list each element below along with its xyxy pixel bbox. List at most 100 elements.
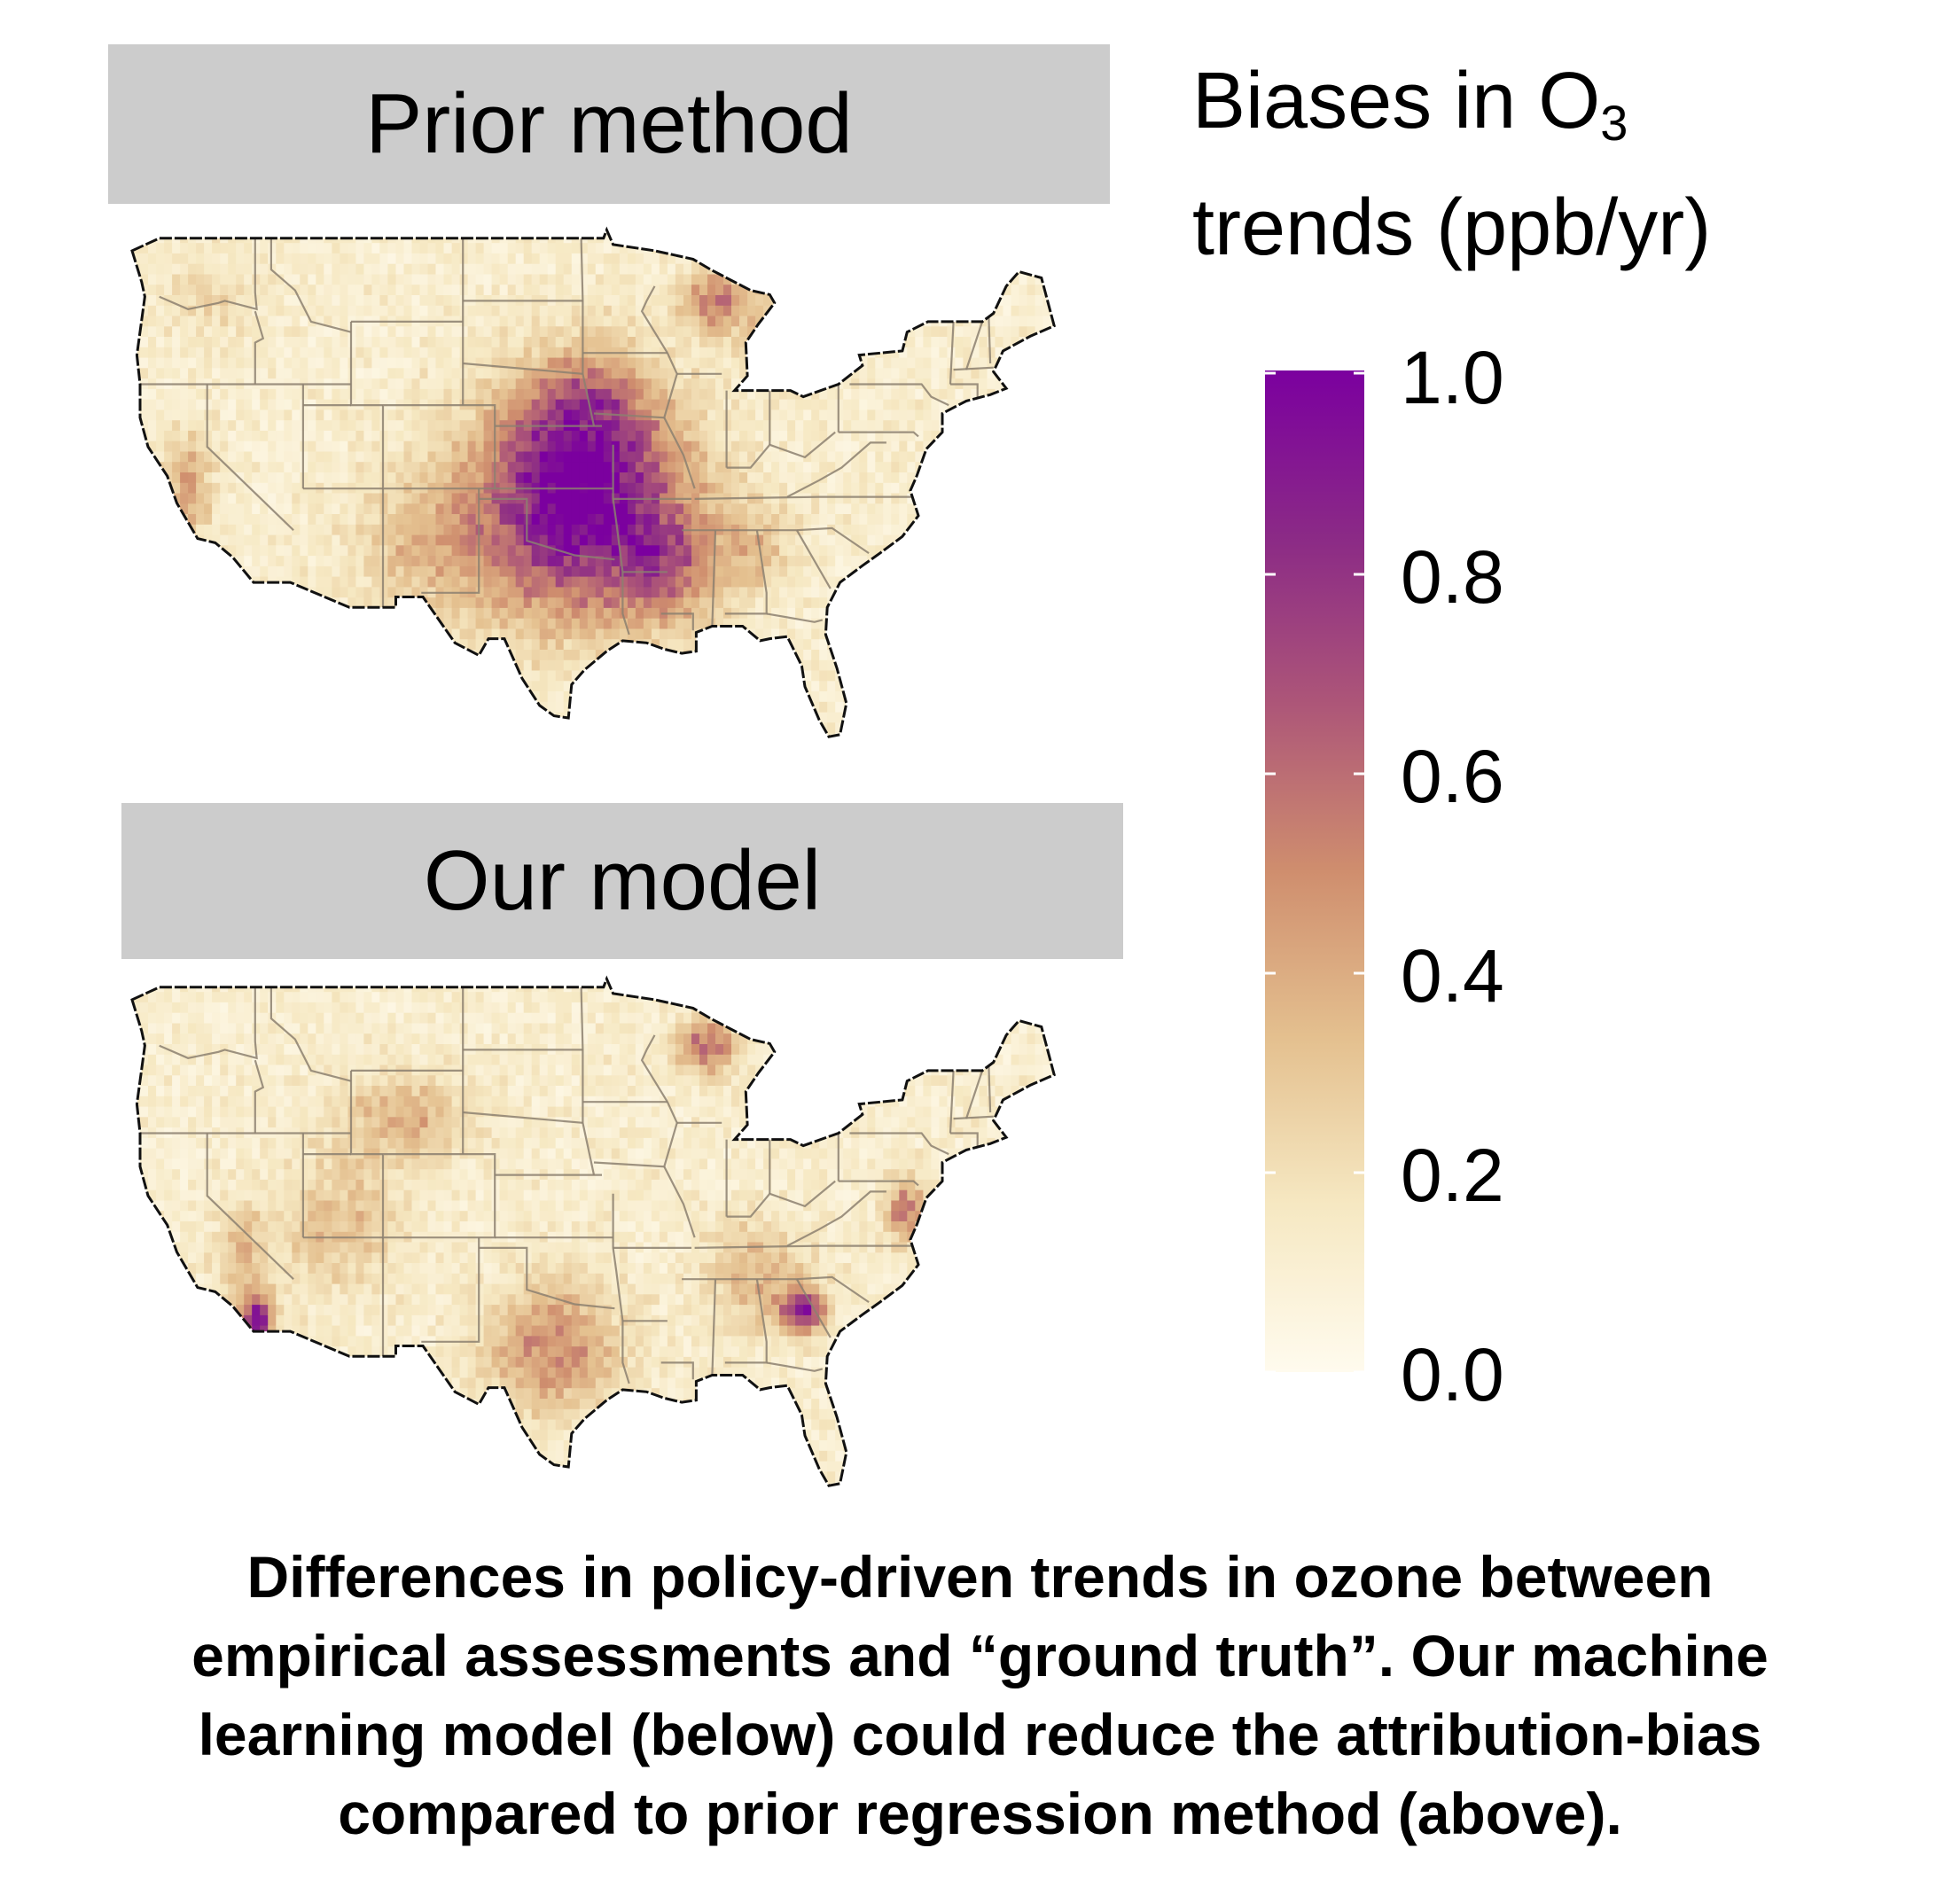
grid-cell: [371, 388, 380, 400]
grid-cell: [555, 503, 565, 514]
grid-cell: [787, 628, 796, 640]
grid-cell: [627, 419, 636, 431]
grid-cell: [459, 607, 469, 619]
grid-cell: [403, 472, 413, 483]
grid-cell: [699, 450, 708, 463]
grid-cell: [795, 743, 804, 753]
grid-cell: [875, 325, 884, 337]
grid-cell: [739, 284, 748, 295]
grid-cell: [555, 409, 565, 421]
grid-cell: [771, 284, 780, 295]
grid-cell: [667, 461, 676, 472]
grid-cell: [300, 565, 308, 577]
grid-cell: [403, 576, 413, 588]
grid-cell: [811, 441, 820, 452]
grid-cell: [819, 253, 828, 264]
grid-cell: [300, 472, 308, 483]
grid-cell: [603, 472, 613, 483]
grid-cell: [827, 534, 836, 546]
grid-cell: [140, 325, 149, 337]
grid-cell: [867, 711, 876, 723]
grid-cell: [355, 336, 364, 347]
grid-cell: [667, 399, 676, 410]
grid-cell: [443, 732, 453, 737]
grid-cell: [483, 284, 493, 295]
grid-cell: [347, 472, 356, 483]
grid-cell: [403, 294, 413, 306]
grid-cell: [467, 513, 477, 525]
grid-cell: [563, 544, 573, 557]
grid-cell: [587, 305, 597, 316]
grid-cell: [379, 230, 388, 233]
grid-cell: [180, 482, 189, 494]
grid-cell: [148, 555, 157, 566]
grid-cell: [763, 628, 772, 640]
grid-cell: [867, 305, 876, 316]
grid-cell: [324, 461, 332, 472]
grid-cell: [867, 472, 876, 483]
grid-cell: [779, 441, 788, 452]
grid-cell: [587, 492, 597, 504]
grid-cell: [196, 711, 205, 723]
grid-cell: [523, 242, 533, 253]
grid-cell: [899, 441, 908, 452]
grid-cell: [347, 263, 356, 275]
grid-cell: [731, 534, 740, 546]
grid-cell: [411, 534, 421, 546]
grid-cell: [284, 524, 293, 535]
grid-cell: [707, 544, 716, 557]
grid-cell: [515, 409, 525, 421]
grid-cell: [347, 638, 356, 650]
grid-cell: [300, 503, 308, 514]
grid-cell: [643, 230, 652, 233]
grid-cell: [859, 721, 868, 734]
grid-cell: [667, 513, 676, 525]
grid-cell: [340, 461, 348, 472]
grid-cell: [547, 503, 557, 514]
grid-cell: [196, 482, 205, 494]
grid-cell: [228, 284, 237, 295]
grid-cell: [411, 732, 421, 737]
grid-cell: [427, 638, 437, 650]
grid-cell: [811, 263, 820, 275]
grid-cell: [355, 597, 364, 608]
grid-cell: [427, 305, 437, 316]
grid-cell: [212, 607, 221, 619]
grid-cell: [483, 701, 493, 713]
grid-cell: [803, 607, 812, 619]
grid-cell: [252, 325, 261, 337]
grid-cell: [579, 450, 589, 463]
grid-cell: [196, 628, 205, 640]
grid-cell: [507, 315, 517, 327]
grid-cell: [771, 388, 780, 400]
grid-cell: [443, 242, 453, 253]
grid-cell: [875, 586, 884, 598]
grid-cell: [483, 472, 493, 483]
grid-cell: [395, 618, 405, 629]
grid-cell: [635, 618, 644, 629]
grid-cell: [643, 721, 652, 734]
grid-cell: [731, 721, 740, 734]
grid-cell: [300, 618, 308, 629]
grid-cell: [643, 461, 652, 472]
grid-cell: [252, 669, 261, 682]
grid-cell: [899, 409, 908, 421]
grid-cell: [188, 284, 197, 295]
grid-cell: [819, 743, 828, 753]
grid-cell: [659, 732, 668, 737]
grid-cell: [220, 419, 229, 431]
grid-cell: [795, 253, 804, 264]
grid-cell: [324, 336, 332, 347]
grid-cell: [236, 638, 245, 650]
grid-cell: [891, 472, 900, 483]
grid-cell: [595, 701, 605, 713]
grid-cell: [731, 231, 740, 244]
grid-cell: [164, 701, 173, 713]
grid-cell: [252, 524, 261, 535]
grid-cell: [507, 503, 517, 514]
grid-cell: [763, 294, 772, 306]
grid-cell: [811, 242, 820, 253]
grid-cell: [316, 701, 324, 713]
grid-cell: [395, 325, 405, 337]
grid-cell: [460, 743, 469, 753]
